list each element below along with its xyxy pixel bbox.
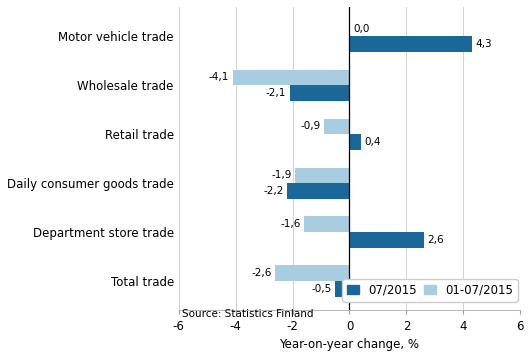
Text: -0,5: -0,5 [312,284,332,294]
Text: -1,9: -1,9 [272,170,292,180]
Text: -4,1: -4,1 [209,72,229,82]
Bar [290,85,349,101]
Bar [349,134,361,150]
Bar [349,232,424,248]
Text: -2,1: -2,1 [266,88,286,98]
Text: -2,2: -2,2 [263,186,284,196]
Text: 4,3: 4,3 [475,39,492,49]
Bar [335,281,349,297]
Text: 0,4: 0,4 [364,137,381,147]
Bar [349,37,472,52]
Text: -2,6: -2,6 [252,268,272,278]
Bar [287,183,349,199]
Text: 0,0: 0,0 [353,24,369,34]
Bar [295,168,349,183]
Text: Source: Statistics Finland: Source: Statistics Finland [182,309,314,319]
Bar [233,70,349,85]
Text: -1,6: -1,6 [280,219,301,229]
Bar [276,265,349,281]
X-axis label: Year-on-year change, %: Year-on-year change, % [279,338,419,351]
Text: 2,6: 2,6 [427,235,443,245]
Bar [304,217,349,232]
Text: -0,9: -0,9 [300,121,320,131]
Bar [324,118,349,134]
Legend: 07/2015, 01-07/2015: 07/2015, 01-07/2015 [342,279,518,301]
